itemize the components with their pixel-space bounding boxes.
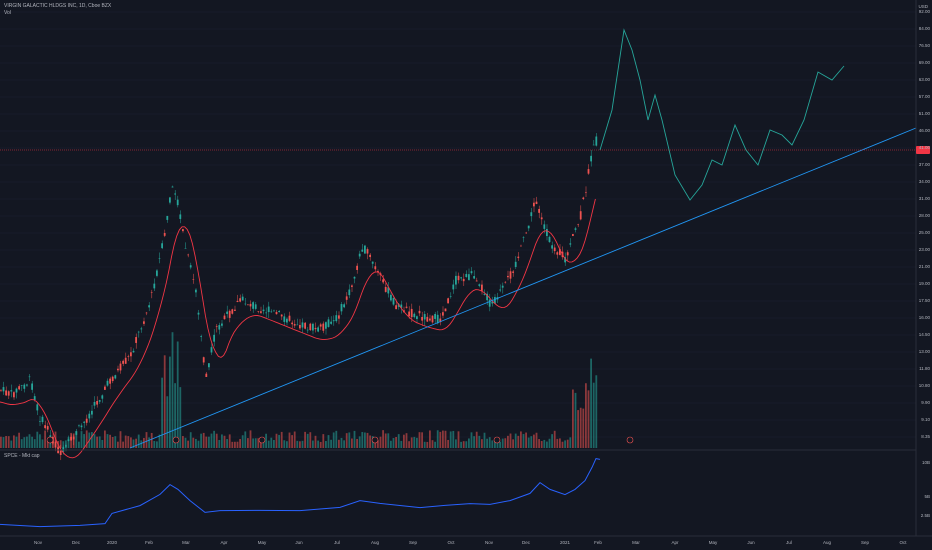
projection-path[interactable] — [599, 28, 845, 201]
grid-lines — [0, 11, 916, 438]
time-tick-label: Jul — [786, 540, 792, 545]
time-tick-label: Oct — [447, 540, 455, 545]
volume-indicator-label[interactable]: Vol — [4, 10, 11, 16]
price-tick-label: 28.00 — [918, 213, 930, 218]
price-tick-label: 37.00 — [918, 162, 930, 167]
time-tick-label: Feb — [145, 540, 153, 545]
price-tick-label: 21.00 — [918, 264, 930, 269]
time-tick-label: Mar — [182, 540, 190, 545]
time-tick-label: Mar — [632, 540, 640, 545]
price-tick-label: 92.00 — [918, 9, 930, 14]
market-cap-pane-label[interactable]: SPCE - Mkt cap — [4, 453, 40, 459]
price-tick-label: 63.00 — [918, 77, 930, 82]
last-price-badge — [916, 146, 930, 154]
time-tick-label: Feb — [594, 540, 602, 545]
time-tick-label: Dec — [521, 540, 531, 545]
price-tick-label: 41.00 — [918, 145, 930, 150]
price-tick-label: 14.50 — [918, 332, 930, 337]
market-cap-tick-label: 10B — [921, 460, 930, 465]
trendline[interactable] — [129, 127, 917, 449]
earnings-marker[interactable] — [493, 436, 501, 444]
earnings-marker[interactable] — [172, 436, 180, 444]
price-tick-label: 13.00 — [918, 349, 930, 354]
time-tick-label: 2020 — [106, 540, 118, 545]
time-tick-label: Sep — [408, 540, 418, 545]
time-tick-label: May — [708, 540, 718, 545]
earnings-marker[interactable] — [258, 436, 266, 444]
price-tick-label: 17.50 — [918, 298, 930, 303]
market-cap-tick-label: 5B — [924, 494, 930, 499]
moving-average-line — [0, 198, 596, 459]
price-tick-label: 84.00 — [918, 26, 930, 31]
time-tick-label: Jun — [747, 540, 755, 545]
price-tick-label: 51.00 — [918, 111, 930, 116]
time-tick-label: Aug — [822, 540, 832, 545]
time-tick-label: Apr — [220, 540, 228, 545]
market-cap-tick-label: 2.5B — [920, 513, 930, 518]
price-tick-label: 57.00 — [918, 94, 930, 99]
price-tick-label: 11.80 — [919, 366, 930, 371]
price-tick-label: 23.00 — [918, 247, 930, 252]
time-tick-label: 2021 — [559, 540, 571, 545]
time-tick-label: Nov — [33, 540, 43, 545]
currency-label[interactable]: USD — [918, 4, 928, 9]
symbol-title[interactable]: VIRGIN GALACTIC HLDGS INC, 1D, Cboe BZX — [4, 3, 112, 9]
price-tick-label: 8.35 — [921, 434, 930, 439]
price-tick-label: 31.00 — [918, 196, 930, 201]
candlesticks — [0, 133, 598, 461]
earnings-markers[interactable] — [46, 436, 634, 444]
price-tick-label: 69.00 — [918, 60, 930, 65]
earnings-marker[interactable] — [46, 436, 54, 444]
time-tick-label: Jul — [334, 540, 340, 545]
earnings-marker[interactable] — [626, 436, 634, 444]
price-tick-label: 25.00 — [918, 230, 930, 235]
market-cap-line — [0, 458, 601, 528]
time-tick-label: May — [257, 540, 267, 545]
price-tick-label: 16.00 — [918, 315, 930, 320]
time-tick-label: Aug — [370, 540, 380, 545]
price-tick-label: 34.00 — [918, 179, 930, 184]
price-tick-label: 10.80 — [918, 383, 930, 388]
price-tick-label: 76.50 — [918, 43, 930, 48]
time-tick-label: Dec — [71, 540, 81, 545]
time-tick-label: Nov — [484, 540, 494, 545]
price-tick-label: 9.10 — [921, 417, 930, 422]
earnings-marker[interactable] — [371, 436, 379, 444]
time-tick-label: Jun — [295, 540, 303, 545]
time-tick-label: Apr — [671, 540, 679, 545]
volume-bars — [0, 332, 598, 448]
time-tick-label: Oct — [899, 540, 907, 545]
price-tick-label: 19.00 — [918, 281, 930, 286]
price-tick-label: 46.00 — [918, 128, 930, 133]
price-tick-label: 9.90 — [921, 400, 930, 405]
time-tick-label: Sep — [860, 540, 870, 545]
